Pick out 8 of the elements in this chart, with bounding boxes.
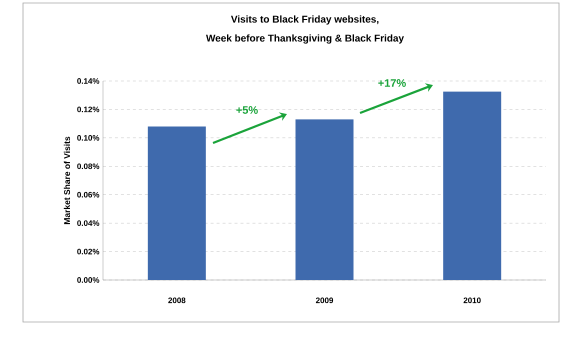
bar xyxy=(296,119,354,280)
chart-subtitle: Week before Thanksgiving & Black Friday xyxy=(206,34,404,44)
annotation: +17% xyxy=(378,79,406,87)
bar xyxy=(443,92,502,280)
y-axis-title: Market Share of Visits xyxy=(64,136,70,224)
chart-title: Visits to Black Friday websites, xyxy=(230,15,378,25)
bar xyxy=(148,126,206,280)
annotation: +5% xyxy=(236,106,258,114)
